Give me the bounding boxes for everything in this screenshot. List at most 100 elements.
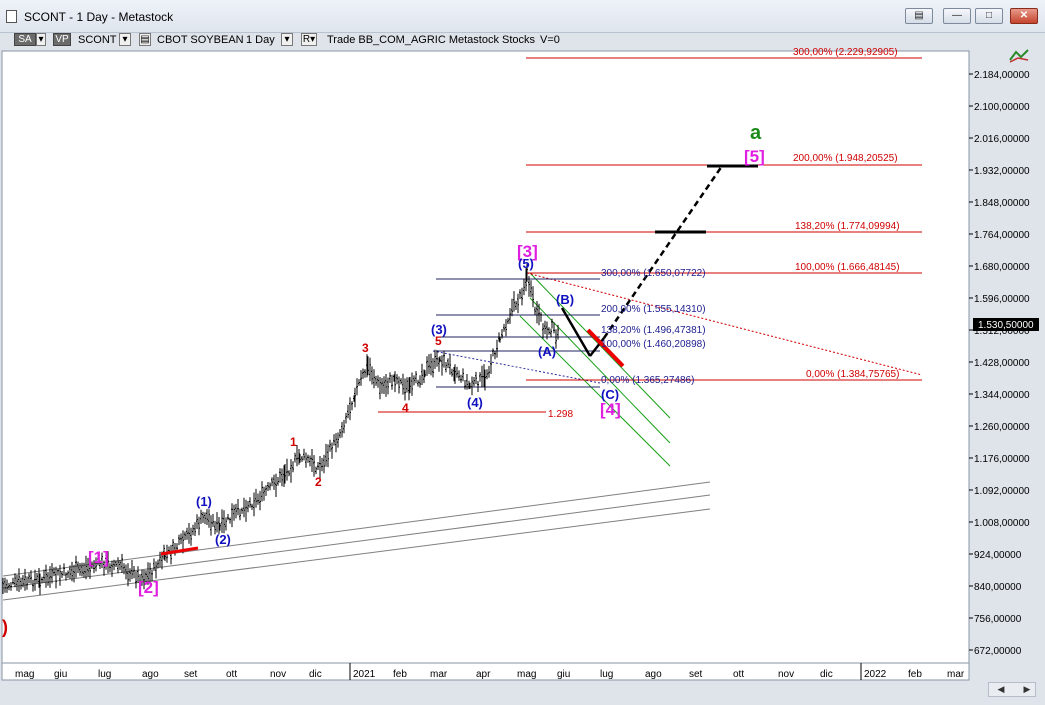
projection-dashed-line — [602, 165, 724, 339]
price-axis-label: 2.016,00000 — [974, 134, 1030, 145]
price-axis: 2.184,00000 2.100,00000 2.016,00000 1.932,0… — [969, 70, 1030, 657]
volume-label: V=0 — [540, 34, 560, 46]
close-button[interactable]: ✕ — [1010, 8, 1038, 24]
price-axis-label: 2.100,00000 — [974, 102, 1030, 113]
red-zone-segment — [586, 328, 625, 368]
date-axis-label: dic — [309, 669, 322, 680]
fib-ext200-label: 200,00% (1.948,20525) — [793, 153, 898, 164]
sa-dropdown-icon[interactable]: ▾ — [36, 33, 46, 46]
document-icon — [6, 10, 17, 23]
date-axis-label: ott — [733, 669, 744, 680]
price-axis-label: 1.932,00000 — [974, 166, 1030, 177]
wave-1-pink-label: [1] — [88, 548, 109, 567]
price-bars — [2, 264, 559, 595]
projection-b-c — [560, 307, 592, 357]
last-price-tag — [973, 318, 1039, 331]
window-title: SCONT - 1 Day - Metastock — [24, 10, 174, 24]
wave-4-pink-label: [4] — [600, 400, 621, 419]
price-chart[interactable]: 2.184,00000 2.100,00000 2.016,00000 1.932,0… — [0, 47, 1045, 702]
price-axis-label: 840,00000 — [974, 582, 1022, 593]
date-axis-label: 2022 — [864, 669, 887, 680]
wave-2-pink-label: [2] — [138, 578, 159, 597]
r-label: R — [302, 34, 311, 45]
drawing-tools-icon[interactable] — [1008, 48, 1032, 63]
date-axis-label: nov — [270, 669, 286, 680]
fib-b138-label: 138,20% (1.496,47381) — [601, 325, 706, 336]
edge-paren-label: ) — [2, 617, 8, 637]
sa-button[interactable]: SA — [14, 33, 36, 46]
date-axis-strip — [1, 662, 970, 681]
minimize-button[interactable]: — — [943, 8, 971, 24]
date-axis-label: mag — [517, 669, 536, 680]
symbol-label: SCONT — [78, 34, 117, 46]
horizontal-scrollbar[interactable]: ◀ ▶ — [988, 682, 1036, 697]
price-axis-label: 1.176,00000 — [974, 454, 1030, 465]
date-axis-label: set — [184, 669, 198, 680]
r-button[interactable]: R▾ — [301, 33, 317, 46]
price-axis-label: 2.184,00000 — [974, 70, 1030, 81]
fib-ext0-label: 0,00% (1.384,75765) — [806, 369, 899, 380]
fib-retracement-lines — [436, 278, 600, 388]
wave-3-blue-label: (3) — [431, 322, 447, 337]
green-line-3 — [519, 315, 671, 467]
date-axis-label: lug — [98, 669, 111, 680]
price-axis-label: 1.848,00000 — [974, 198, 1030, 209]
date-axis-label: nov — [778, 669, 794, 680]
date-axis-label: mar — [947, 669, 965, 680]
maximize-button[interactable]: □ — [975, 8, 1003, 24]
last-price-value: 1.530,50000 — [978, 320, 1034, 331]
wave-c-blue-label: (C) — [601, 387, 619, 402]
wave-labels: a [5] [3] [4] [1] [2] (5) (B) (3) (A) (4… — [2, 122, 765, 637]
price-axis-label: 672,00000 — [974, 646, 1022, 657]
date-axis-label: lug — [600, 669, 613, 680]
price-axis-label: 1.260,00000 — [974, 422, 1030, 433]
date-axis-label: 2021 — [353, 669, 376, 680]
fib-ext300-label: 300,00% (2.229,92905) — [793, 48, 898, 58]
level-1298-label: 1.298 — [548, 409, 573, 420]
plot-area — [1, 50, 970, 664]
wave-2-red-label: 2 — [315, 475, 322, 489]
wave-3-pink-label: [3] — [517, 242, 538, 261]
scroll-left-icon[interactable]: ◀ — [997, 684, 1005, 694]
wave-5-pink-label: [5] — [744, 147, 765, 166]
periodicity-label: 1 Day — [246, 34, 275, 46]
wave-b-blue-label: (B) — [556, 292, 574, 307]
date-axis-label: mag — [15, 669, 34, 680]
channel-mid-line — [2, 494, 711, 589]
date-axis-label: set — [689, 669, 703, 680]
security-name: CBOT SOYBEAN — [157, 34, 244, 46]
price-axis-label: 1.596,00000 — [974, 294, 1030, 305]
price-axis-label: 756,00000 — [974, 614, 1022, 625]
date-axis-label: giu — [557, 669, 570, 680]
wave-4-blue-label: (4) — [467, 395, 483, 410]
chart-toolbar: SA ▾ VP SCONT ▾ ▤ CBOT SOYBEAN 1 Day ▾ R… — [0, 32, 1045, 48]
symbol-dropdown-icon[interactable]: ▾ — [119, 33, 131, 46]
wave-a-label: a — [750, 122, 762, 144]
date-axis: mag giu lug ago set ott nov dic 2021 feb mar apr mag… — [15, 663, 965, 680]
vp-button[interactable]: VP — [53, 33, 71, 46]
channel-top-line — [2, 481, 711, 577]
fib-b0-label: 0,00% (1.365,27486) — [601, 375, 694, 386]
chart-area[interactable]: 2.184,00000 2.100,00000 2.016,00000 1.932,0… — [0, 47, 1045, 702]
fib-b200-label: 200,00% (1.555,14310) — [601, 304, 706, 315]
price-axis-label: 1.512,00000 — [974, 326, 1030, 337]
chart-properties-button[interactable]: ▤ — [905, 8, 933, 24]
date-axis-label: apr — [476, 669, 491, 680]
green-line-1 — [529, 272, 671, 419]
projection-c-up — [589, 337, 605, 357]
wave-5-red-label: 5 — [435, 334, 442, 348]
price-axis-label: 1.008,00000 — [974, 518, 1030, 529]
date-axis-label: dic — [820, 669, 833, 680]
scroll-right-icon[interactable]: ▶ — [1023, 684, 1031, 694]
fib-b100-label: 100,00% (1.460,20898) — [601, 339, 706, 350]
periodicity-dropdown-icon[interactable]: ▾ — [281, 33, 293, 46]
green-channel — [519, 272, 671, 467]
price-axis-label: 1.092,00000 — [974, 486, 1030, 497]
fib-labels: 300,00% (2.229,92905) 200,00% (1.948,205… — [548, 47, 900, 420]
trend-channel — [2, 481, 711, 601]
fib-b300-label: 300,00% (1.650,07722) — [601, 268, 706, 279]
price-axis-label: 1.764,00000 — [974, 230, 1030, 241]
window-titlebar: SCONT - 1 Day - Metastock ▤ — □ ✕ — [0, 0, 1045, 33]
security-menu-icon[interactable]: ▤ — [139, 33, 151, 46]
green-line-2 — [529, 297, 671, 444]
